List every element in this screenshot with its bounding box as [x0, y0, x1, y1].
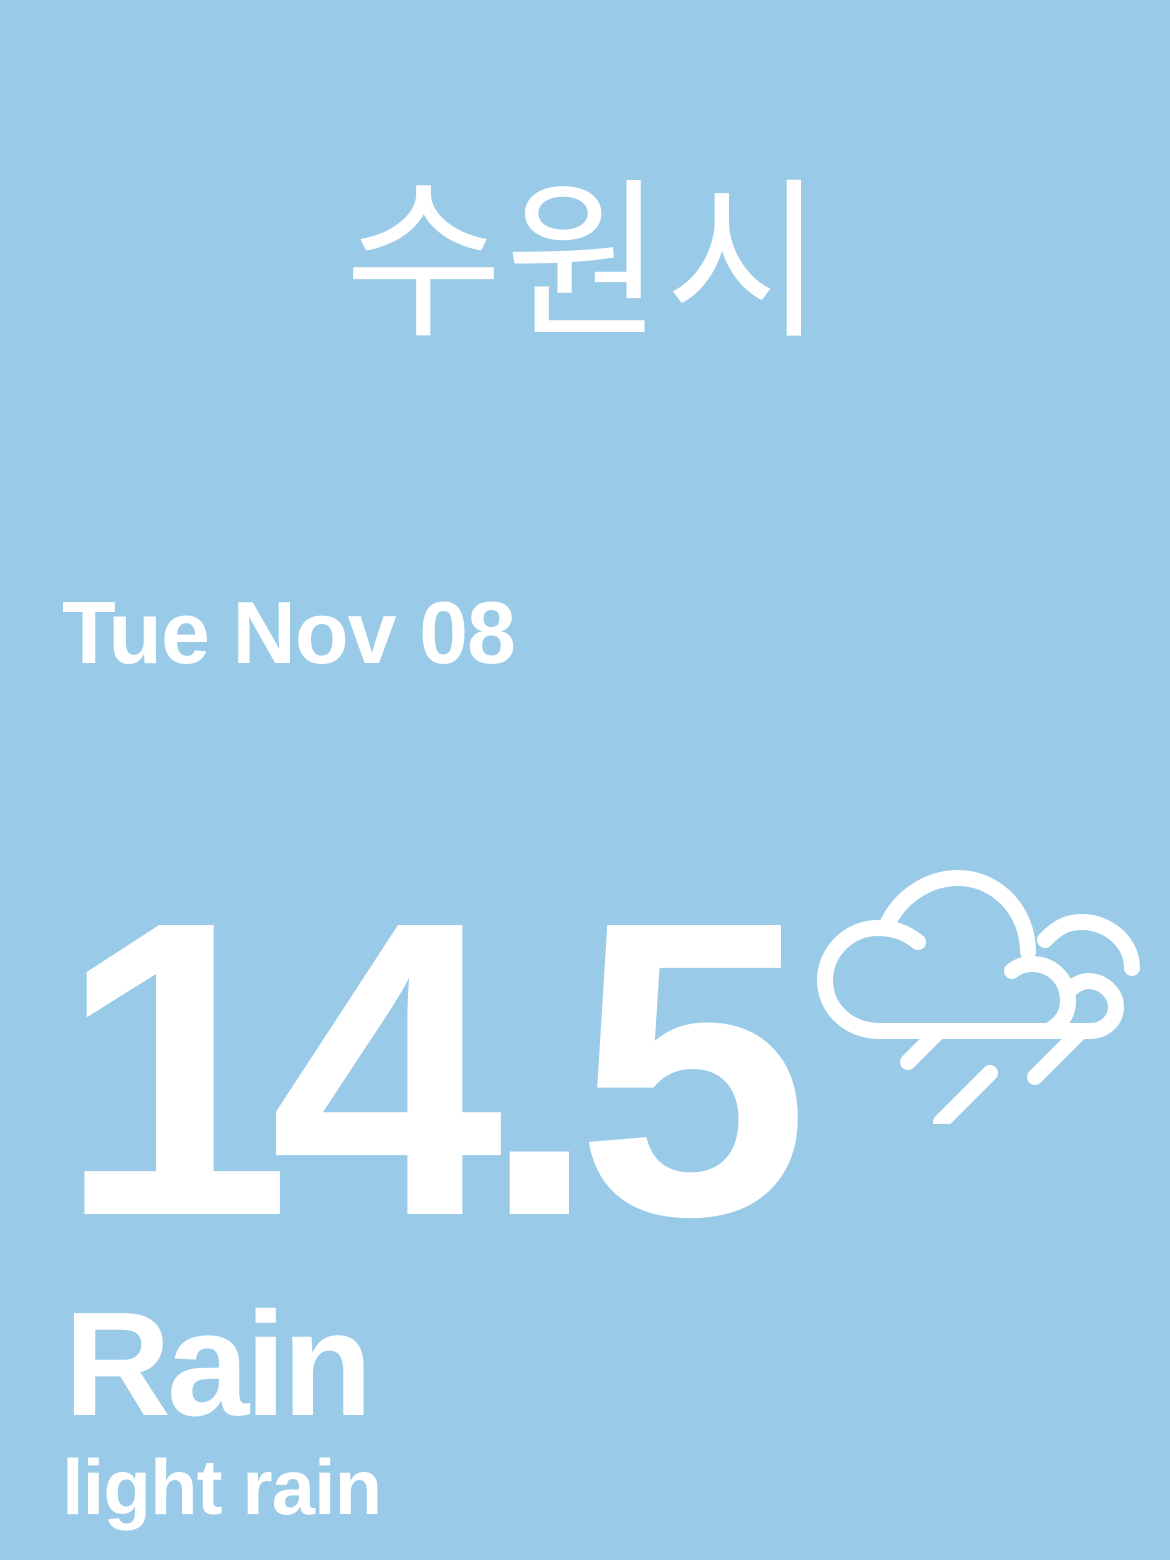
rain-streak-left — [900, 1024, 946, 1070]
forecast-date: Tue Nov 08 — [62, 583, 516, 682]
rain-streak-right — [1027, 1024, 1088, 1085]
weather-condition: Rain — [64, 1282, 373, 1447]
cloud-outline — [817, 870, 1140, 1039]
weather-description: light rain — [62, 1443, 382, 1531]
city-name: 수원시 — [344, 162, 826, 364]
temperature-value: 14.5 — [58, 835, 809, 1304]
cloud-rain-icon — [817, 870, 1140, 1124]
temperature-row: 14.5 — [58, 860, 1170, 1280]
rain-streak-middle — [933, 1065, 998, 1124]
